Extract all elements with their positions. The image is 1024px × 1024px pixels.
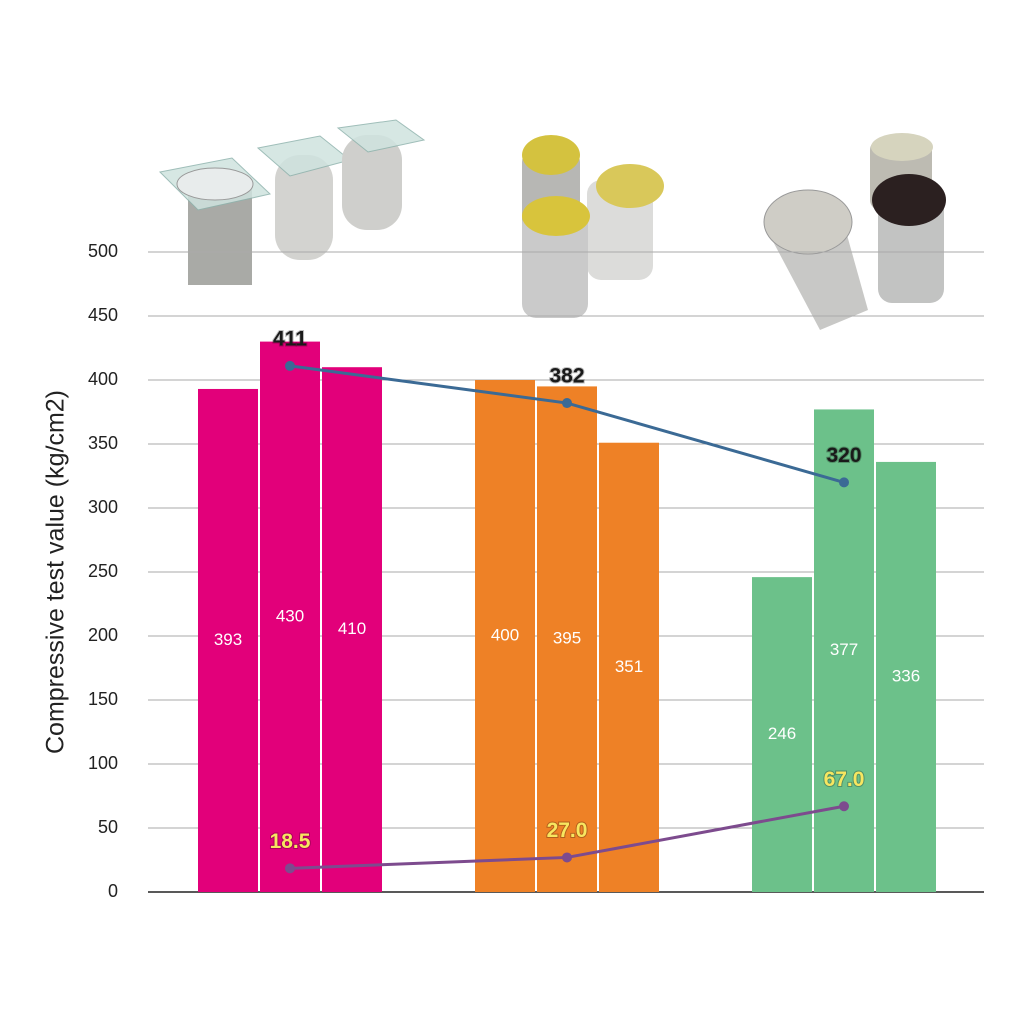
line-value-label: 382 bbox=[549, 365, 584, 388]
bar bbox=[475, 380, 535, 892]
bar-value-label: 351 bbox=[615, 657, 643, 676]
y-tick-label: 450 bbox=[88, 305, 118, 325]
y-axis-label: Compressive test value (kg/cm2) bbox=[42, 390, 70, 754]
line-point bbox=[285, 360, 295, 371]
bar bbox=[599, 442, 659, 892]
line-point bbox=[562, 852, 572, 863]
bar bbox=[537, 386, 597, 892]
line-value-label: 67.0 bbox=[824, 768, 865, 791]
photo-sulfur-caps bbox=[522, 135, 664, 318]
line-point bbox=[839, 801, 849, 812]
y-tick-label: 300 bbox=[88, 497, 118, 517]
bar-value-label: 410 bbox=[338, 619, 366, 638]
photo-glass-caps bbox=[158, 119, 426, 285]
y-tick-label: 0 bbox=[108, 881, 118, 901]
bar-value-label: 395 bbox=[553, 629, 581, 648]
bar-value-label: 377 bbox=[830, 640, 858, 659]
y-tick-label: 350 bbox=[88, 433, 118, 453]
bar bbox=[814, 409, 874, 892]
bar bbox=[752, 577, 812, 892]
y-tick-label: 100 bbox=[88, 753, 118, 773]
line-value-label: 18.5 bbox=[270, 830, 311, 853]
y-tick-label: 500 bbox=[88, 241, 118, 261]
line-point bbox=[562, 398, 572, 409]
bar-value-label: 336 bbox=[892, 666, 920, 685]
line-value-label: 27.0 bbox=[547, 819, 588, 842]
bar bbox=[260, 341, 320, 893]
bar bbox=[198, 388, 258, 892]
bar-value-label: 400 bbox=[491, 625, 519, 644]
line-point bbox=[839, 477, 849, 488]
specimen-photos bbox=[158, 119, 946, 330]
y-tick-label: 200 bbox=[88, 625, 118, 645]
bar bbox=[876, 461, 936, 892]
y-tick-label: 400 bbox=[88, 369, 118, 389]
bar-value-label: 430 bbox=[276, 606, 304, 625]
y-tick-label: 250 bbox=[88, 561, 118, 581]
line-value-label: 411 bbox=[273, 327, 307, 350]
y-tick-label: 50 bbox=[98, 817, 118, 837]
photo-steel-caps bbox=[763, 133, 946, 330]
line-point bbox=[285, 863, 295, 874]
bar-value-label: 246 bbox=[768, 724, 796, 743]
line-value-label: 320 bbox=[826, 444, 861, 467]
bar bbox=[322, 367, 382, 892]
bar-value-label: 393 bbox=[214, 630, 242, 649]
y-tick-label: 150 bbox=[88, 689, 118, 709]
